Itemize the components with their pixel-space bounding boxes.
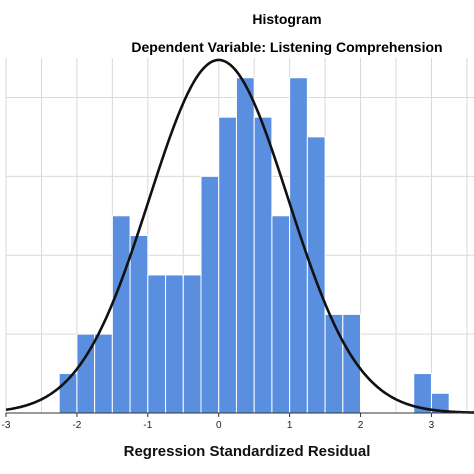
histogram-bar xyxy=(111,215,131,414)
chart-subtitle: Dependent Variable: Listening Comprehens… xyxy=(131,39,443,55)
histogram-bar xyxy=(306,136,326,414)
x-tick-label: 2 xyxy=(358,420,364,431)
histogram-bar xyxy=(253,116,273,414)
histogram-bar xyxy=(94,333,113,414)
histogram-bar xyxy=(129,235,149,414)
x-tick-label: 3 xyxy=(429,420,435,431)
normal-curve xyxy=(5,58,474,414)
x-tick-label: -2 xyxy=(72,420,81,431)
histogram-bar xyxy=(324,313,344,414)
chart-title: Histogram xyxy=(252,11,322,27)
x-axis-label: Regression Standardized Residual xyxy=(123,443,371,460)
x-tick-label: -3 xyxy=(2,420,11,431)
histogram-bar xyxy=(271,215,291,414)
histogram-bar xyxy=(182,274,202,414)
histogram-bar xyxy=(165,274,184,414)
histogram-bar xyxy=(218,116,237,414)
x-tick-label: 1 xyxy=(287,420,293,431)
histogram-bar xyxy=(147,274,167,414)
x-tick-label: 0 xyxy=(216,420,222,431)
histogram-bar xyxy=(235,77,255,414)
histogram-bar xyxy=(200,175,220,414)
x-tick-label: -1 xyxy=(143,420,152,431)
